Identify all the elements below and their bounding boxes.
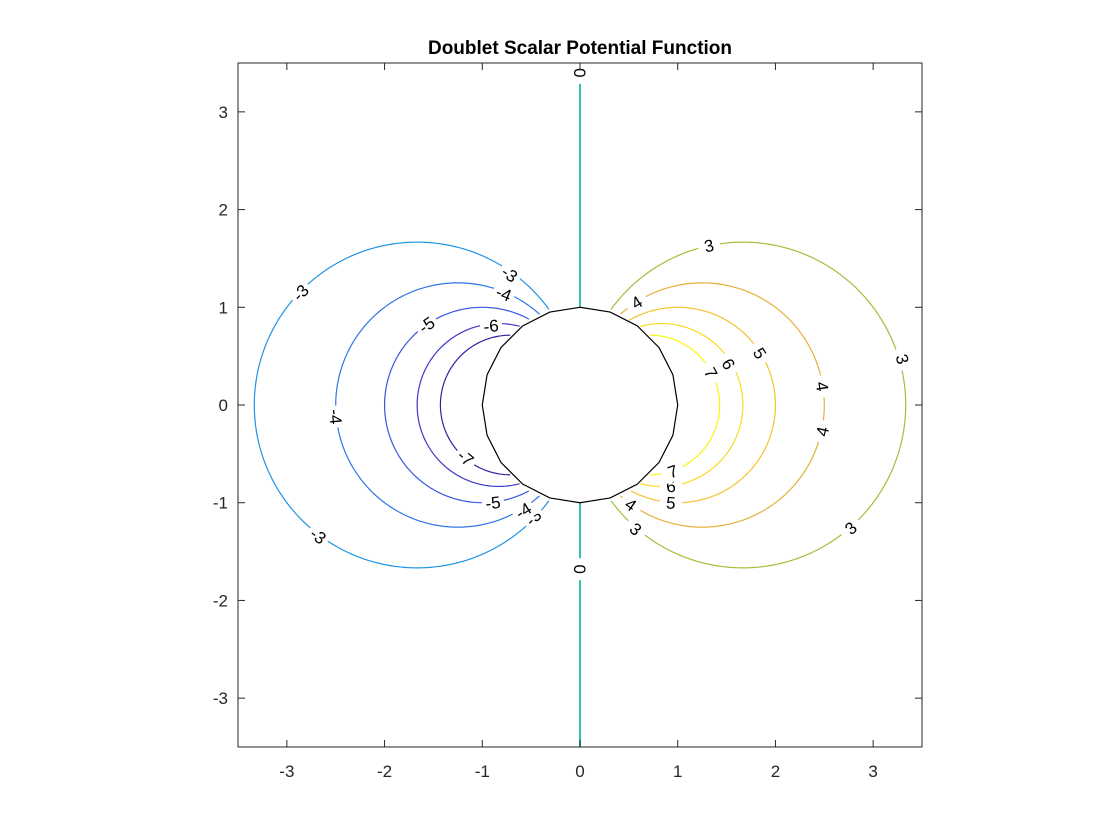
contour-label-bg <box>659 491 683 514</box>
contour-label-bg <box>508 496 538 525</box>
y-tick-label: 3 <box>219 103 228 122</box>
contour-label-bg <box>745 338 775 368</box>
y-tick-label: 1 <box>219 298 228 317</box>
x-tick-label: -1 <box>475 762 490 781</box>
contour-label: 3 <box>702 236 715 257</box>
contour-label-bg <box>835 513 866 543</box>
x-tick-label: 2 <box>771 762 780 781</box>
contour-label: 0 <box>570 68 589 77</box>
contour-label-bg <box>303 521 333 551</box>
contour-label-bg <box>659 458 687 485</box>
contour-label-bg <box>696 358 725 388</box>
contour-label-bg <box>622 288 652 317</box>
contour-level-neg4 <box>335 282 540 528</box>
contour-label-bg <box>620 514 651 544</box>
contour-label-bg <box>518 502 548 533</box>
chart-title: Doublet Scalar Potential Function <box>428 38 732 59</box>
y-tick-label: 2 <box>219 201 228 220</box>
contour-label: 5 <box>665 493 676 513</box>
contour-label: 0 <box>570 564 589 573</box>
mask-circle <box>481 306 679 504</box>
contour-level-3 <box>610 241 907 569</box>
contour-label-bg <box>616 490 646 520</box>
contour-label: 6 <box>665 477 677 497</box>
contour-label-bg <box>411 310 442 340</box>
contour-lines <box>253 63 907 747</box>
y-tick-label: 0 <box>219 396 228 415</box>
contour-label-bg <box>285 277 316 308</box>
y-tick-label: -1 <box>213 494 228 513</box>
x-tick-label: -2 <box>377 762 392 781</box>
contour-label-bg <box>570 558 591 581</box>
contour-label-bg <box>450 443 481 473</box>
contour-label-bg <box>889 345 916 373</box>
contour-label-bg <box>479 314 503 337</box>
x-tick-label: -3 <box>279 762 294 781</box>
contour-label: 4 <box>812 425 833 438</box>
contour-label-bg <box>810 418 835 445</box>
contour-label: -5 <box>484 493 501 514</box>
contour-level-neg5 <box>383 306 530 504</box>
x-tick-label: 0 <box>575 762 584 781</box>
contour-label-bg <box>570 61 591 84</box>
contour-label: -4 <box>325 408 345 425</box>
axes: -3 -2 -1 0 1 2 3 -3 -2 -1 0 1 2 3 <box>213 62 923 781</box>
contour-label: 4 <box>812 380 832 392</box>
contour-level-neg7 <box>439 334 511 476</box>
contour-label-bg <box>324 404 347 429</box>
y-tick-label: -2 <box>213 591 228 610</box>
contour-level-neg3 <box>253 241 550 569</box>
contour-label: -4 <box>493 282 514 305</box>
contour-level-4 <box>620 282 825 528</box>
x-tick-label: 1 <box>673 762 682 781</box>
contour-label-bg <box>489 280 518 308</box>
contour-label-bg <box>481 491 506 514</box>
x-tick-label: 3 <box>868 762 877 781</box>
y-tick-label: -3 <box>213 689 228 708</box>
contour-label-bg <box>810 374 834 399</box>
contour-label-bg <box>494 259 525 289</box>
contour-label: -6 <box>483 316 500 336</box>
contour-level-neg6 <box>416 322 520 488</box>
contour-label-bg <box>696 233 722 258</box>
